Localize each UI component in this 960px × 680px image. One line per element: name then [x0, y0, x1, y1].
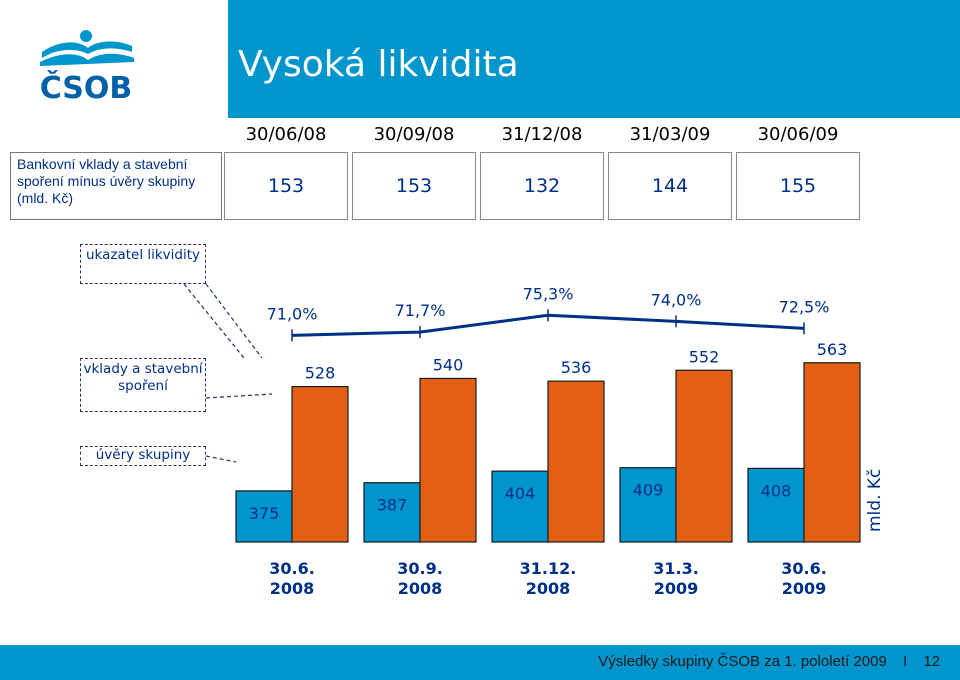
deposits-bar	[547, 380, 605, 543]
loans-label-box: úvěry skupiny	[80, 446, 206, 466]
footer-separator: I	[902, 653, 908, 670]
title-bar	[228, 0, 960, 118]
deposits-value-label: 563	[817, 340, 848, 359]
liquidity-value-label: 74,0%	[651, 290, 702, 309]
liquidity-value-label: 75,3%	[523, 284, 574, 303]
value-cell-5: 155	[736, 152, 860, 220]
footer-bar	[0, 645, 960, 680]
x-tick-label: 2008	[398, 579, 443, 598]
x-tick-label: 31.3.	[653, 559, 699, 578]
deposits-bar	[803, 362, 861, 543]
loans-value-label: 404	[505, 484, 536, 503]
x-tick-label: 30.9.	[397, 559, 443, 578]
liquidity-value-label: 71,7%	[395, 301, 446, 320]
deposits-label-box: vklady a stavební spoření	[80, 358, 206, 412]
value-cell-2: 153	[352, 152, 476, 220]
loans-bar	[491, 470, 549, 543]
x-tick-label: 30.6.	[269, 559, 315, 578]
loans-value-label: 375	[249, 504, 280, 523]
loans-bar	[619, 467, 677, 543]
date-header-5: 30/06/09	[757, 124, 839, 145]
x-axis-labels: 30.6.200830.9.200831.12.200831.3.200930.…	[269, 559, 827, 598]
loans-value-label: 408	[761, 481, 792, 500]
liquidity-value-label: 71,0%	[267, 304, 318, 323]
liquidity-label-box: ukazatel likvidity	[80, 244, 206, 284]
slide-title: Vysoká likvidita	[238, 44, 519, 85]
x-tick-label: 2008	[526, 579, 571, 598]
x-tick-label: 2008	[270, 579, 315, 598]
deposits-value-label: 540	[433, 355, 464, 374]
deposits-value-label: 552	[689, 347, 720, 366]
date-header-3: 31/12/08	[501, 124, 583, 145]
y-axis-label: mld. Kč	[865, 469, 885, 532]
deposits-connector	[205, 393, 273, 399]
x-tick-label: 2009	[782, 579, 827, 598]
footer-title: Výsledky skupiny ČSOB za 1. pololetí 200…	[598, 653, 887, 670]
loans-value-label: 409	[633, 481, 664, 500]
date-header-1: 30/06/08	[245, 124, 327, 145]
x-tick-label: 30.6.	[781, 559, 827, 578]
footer-text: Výsledky skupiny ČSOB za 1. pololetí 200…	[598, 653, 940, 670]
liquidity-line: 71,0% 71,7% 75,3% 74,0% 72,5%	[267, 284, 830, 342]
loans-connector	[205, 455, 237, 463]
x-tick-label: 2009	[654, 579, 699, 598]
label-connectors	[183, 283, 273, 463]
value-cell-4: 144	[608, 152, 732, 220]
bar-labels: 375 528 387 540 404 536 409 552 408 563	[249, 340, 848, 523]
loans-value-label: 387	[377, 496, 408, 515]
loans-bar	[363, 482, 421, 543]
page-number: 12	[923, 653, 940, 670]
date-header-4: 31/03/09	[629, 124, 711, 145]
csob-logo: ČSOB	[40, 30, 134, 106]
loans-bar	[747, 467, 805, 543]
deposits-bar	[291, 386, 349, 543]
value-cell-1: 153	[224, 152, 348, 220]
deposits-value-label: 536	[561, 358, 592, 377]
deposits-bar	[675, 369, 733, 543]
deposits-bar	[419, 377, 477, 543]
deposits-value-label: 528	[305, 364, 336, 383]
value-cell-3: 132	[480, 152, 604, 220]
row-label: Bankovní vklady a stavební spoření mínus…	[10, 152, 222, 220]
x-tick-label: 31.12.	[520, 559, 577, 578]
liquidity-value-label: 72,5%	[779, 297, 830, 316]
liquidity-connector	[205, 283, 263, 359]
date-header-2: 30/09/08	[373, 124, 455, 145]
liquidity-connector	[183, 283, 245, 359]
bars	[235, 362, 861, 543]
logo-text: ČSOB	[40, 69, 133, 106]
